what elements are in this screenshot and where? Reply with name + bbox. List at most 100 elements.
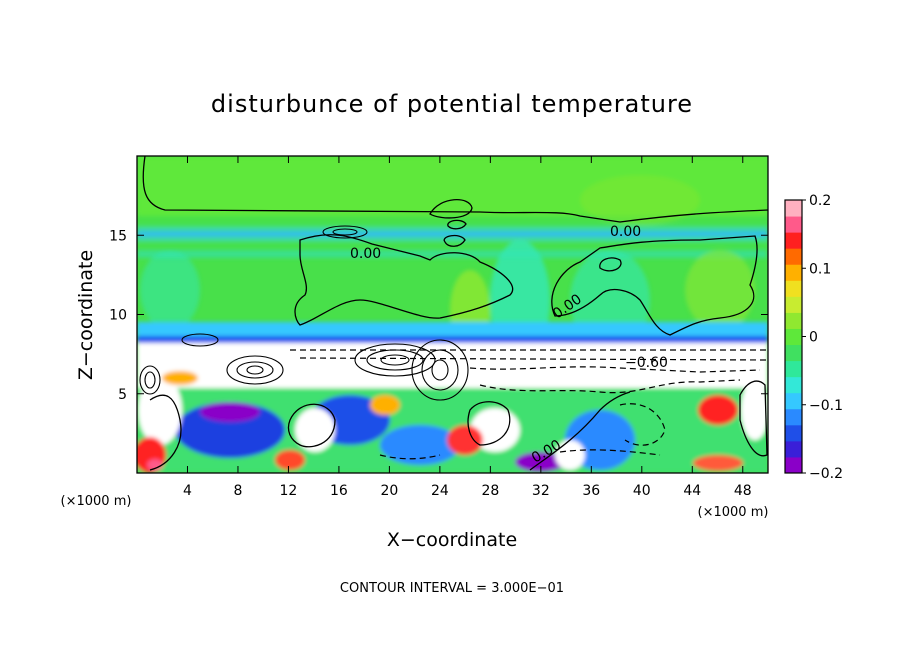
cluster-6 xyxy=(139,365,161,395)
colorbar-segment xyxy=(785,392,802,410)
field-cyan-upper-left xyxy=(137,250,767,258)
contour-loop-3 xyxy=(443,234,466,247)
field-red-low-5 xyxy=(693,455,743,471)
colorbar-segment xyxy=(785,312,802,329)
contour-lower-zero-3 xyxy=(467,401,511,446)
field-layers xyxy=(137,156,768,473)
contour-lower-zero-4 xyxy=(529,391,631,471)
x-tick-label: 24 xyxy=(431,483,449,499)
x-unit-left: (×1000 m) xyxy=(61,494,132,509)
x-axis-label: X−coordinate xyxy=(387,529,517,551)
y-axis-ticks: 5 10 15 xyxy=(109,228,768,403)
x-tick-label: 16 xyxy=(330,483,348,499)
contour-dash-4 xyxy=(479,379,741,394)
colorbar-tick-label: −0.2 xyxy=(809,466,843,482)
colorbar-tick-label: 0.1 xyxy=(809,261,831,277)
field-white-low-5 xyxy=(741,380,768,440)
y-tick-label: 15 xyxy=(109,228,127,244)
field-tropopause-glow xyxy=(137,226,768,242)
field-blue-low-1 xyxy=(175,402,285,458)
colorbar-segment xyxy=(785,248,802,265)
contour-dense-clusters xyxy=(139,225,469,401)
contour-label: 0.00 xyxy=(350,246,381,262)
x-tick-label: 44 xyxy=(683,483,701,499)
colorbar-segment xyxy=(785,232,802,249)
contour-zero-middle xyxy=(294,234,514,326)
contour-lower-zero-5 xyxy=(739,380,768,457)
contour-lines xyxy=(142,156,768,471)
field-yellow-green-3 xyxy=(580,175,700,225)
contour-dash-2 xyxy=(299,357,768,361)
cluster-2-core xyxy=(380,354,410,366)
x-axis-ticks: 4 8 12 16 20 24 28 32 36 40 44 48 xyxy=(183,156,752,499)
contour-zero-right xyxy=(551,235,758,336)
y-axis-label: Z−coordinate xyxy=(75,250,97,380)
contour-dash-6 xyxy=(379,454,441,460)
colorbar-segment xyxy=(785,456,802,474)
chart-title: disturbunce of potential temperature xyxy=(211,90,693,118)
colorbar-segment xyxy=(785,200,802,217)
x-tick-label: 32 xyxy=(532,483,550,499)
x-tick-label: 20 xyxy=(380,483,398,499)
colorbar-segment xyxy=(785,264,802,281)
x-tick-label: 28 xyxy=(481,483,499,499)
field-orange-low-2 xyxy=(162,371,198,385)
field-purple-low-1 xyxy=(200,402,260,422)
x-unit-right: (×1000 m) xyxy=(698,505,769,520)
field-blue-low-3 xyxy=(380,425,460,465)
x-tick-label: 8 xyxy=(233,483,242,499)
colorbar-segment xyxy=(785,424,802,442)
cluster-1-inner xyxy=(236,361,274,379)
x-tick-label: 36 xyxy=(582,483,600,499)
x-tick-label: 48 xyxy=(734,483,752,499)
colorbar-segment xyxy=(785,408,802,426)
colorbar-segment xyxy=(785,216,802,233)
colorbar-segment xyxy=(785,328,802,346)
contour-lower-zero-2 xyxy=(287,403,336,448)
y-tick-label: 5 xyxy=(118,387,127,403)
colorbar-tick-label: 0 xyxy=(809,330,818,346)
field-orange-low-1 xyxy=(370,395,400,415)
field-blue-band xyxy=(137,334,768,344)
contour-interval-note: CONTOUR INTERVAL = 3.000E−01 xyxy=(340,581,564,596)
field-white-low-1 xyxy=(138,375,182,445)
cluster-1 xyxy=(226,355,284,385)
plot-area: 0.00 0.00 0.00 0.00 −0.60 xyxy=(137,156,768,473)
x-tick-label: 4 xyxy=(183,483,192,499)
cluster-6-inner xyxy=(144,371,156,389)
cluster-3-core xyxy=(431,359,449,381)
cluster-1-core xyxy=(246,365,264,375)
colorbar-segment xyxy=(785,376,802,394)
field-pink-low-1 xyxy=(147,459,163,471)
colorbar xyxy=(785,200,802,474)
cluster-3-inner xyxy=(421,349,459,391)
field-yellow-green-2 xyxy=(685,250,755,330)
colorbar-segment xyxy=(785,344,802,362)
contour-upper-zero xyxy=(142,156,768,223)
field-cyan-band xyxy=(137,322,768,336)
colorbar-tick-label: −0.1 xyxy=(809,398,843,414)
colorbar-ticks: 0.2 0.1 0 −0.1 −0.2 xyxy=(802,193,843,482)
cluster-2 xyxy=(354,343,436,377)
contour-loop-2 xyxy=(599,257,622,272)
colorbar-segment xyxy=(785,296,802,313)
cluster-2-inner xyxy=(366,349,424,371)
cluster-5 xyxy=(181,333,219,347)
cluster-3 xyxy=(411,339,469,401)
colorbar-segment xyxy=(785,280,802,297)
x-tick-label: 40 xyxy=(633,483,651,499)
field-red-low-2 xyxy=(275,450,305,470)
contour-loop-4 xyxy=(447,219,467,230)
colorbar-tick-label: 0.2 xyxy=(809,193,831,209)
contour-loop-1 xyxy=(429,199,473,219)
field-red-low-3 xyxy=(447,425,483,455)
contour-lower-zero-1 xyxy=(149,394,182,471)
colorbar-segment xyxy=(785,440,802,458)
contour-label: −0.60 xyxy=(625,355,668,371)
cluster-4 xyxy=(322,225,368,239)
contour-label: 0.00 xyxy=(610,224,641,240)
colorbar-segment xyxy=(785,360,802,378)
contour-dash-3 xyxy=(469,366,761,373)
